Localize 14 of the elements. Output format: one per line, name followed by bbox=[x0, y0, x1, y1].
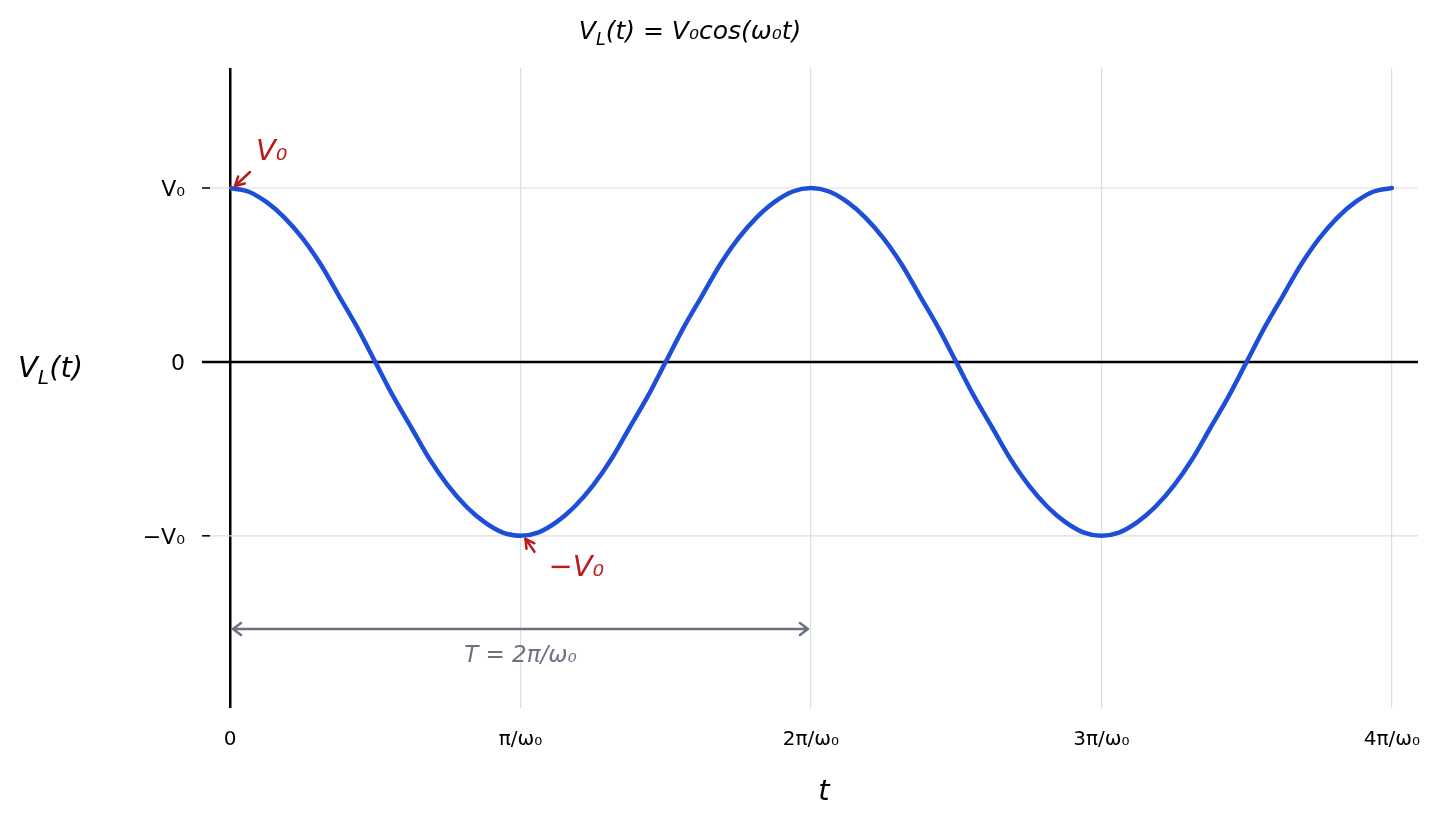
chart-title: V$_{L}$(t) = V₀cos(ω₀t) bbox=[577, 16, 803, 49]
annotation: −V₀ bbox=[548, 549, 605, 584]
x-tick-label: 4π/ω₀ bbox=[1363, 726, 1420, 751]
x-tick-label: 2π/ω₀ bbox=[782, 726, 840, 751]
annotation: V₀ bbox=[256, 132, 288, 167]
x-tick-label: 0 bbox=[223, 726, 237, 751]
x-axis-title: t bbox=[818, 773, 832, 808]
x-tick-label: π/ω₀ bbox=[498, 726, 543, 751]
text: T = 2π/ω₀ bbox=[464, 641, 577, 668]
text: V₀ bbox=[161, 175, 186, 201]
text: 0 bbox=[171, 349, 185, 375]
y-axis-title: V$_{L}$(t) bbox=[18, 350, 84, 389]
x-tick-label: 3π/ω₀ bbox=[1073, 726, 1130, 751]
text: −V₀ bbox=[142, 523, 186, 549]
